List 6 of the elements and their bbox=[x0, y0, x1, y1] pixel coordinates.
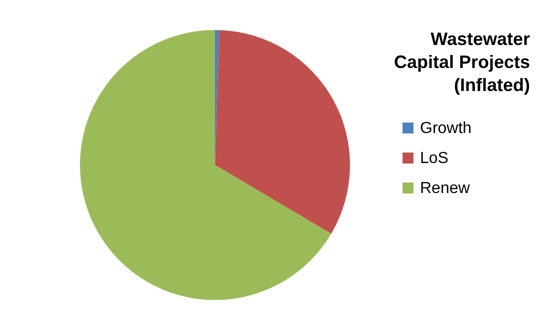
pie-slice bbox=[215, 30, 350, 234]
legend-label: Renew bbox=[420, 180, 470, 197]
legend-label: Growth bbox=[420, 120, 472, 137]
legend-label: LoS bbox=[420, 150, 448, 167]
pie-slice bbox=[80, 30, 332, 300]
text: Wastewater Capital Projects (Inflated) bbox=[394, 29, 530, 95]
